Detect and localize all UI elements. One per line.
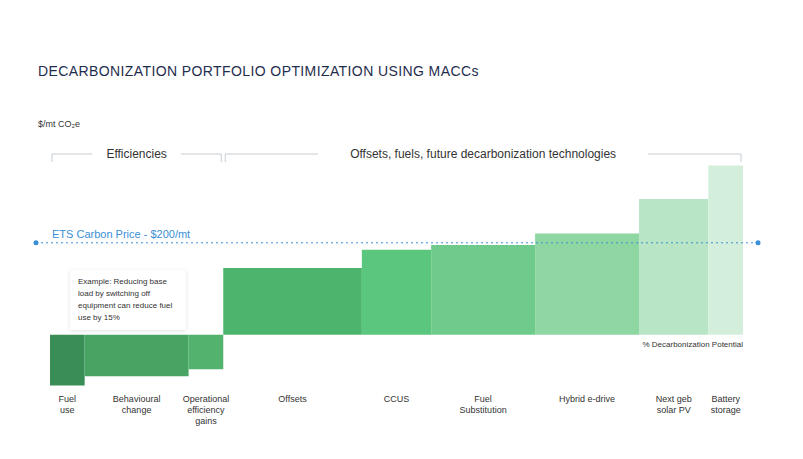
html-text:$/mt CO₂e: $/mt CO₂e	[38, 119, 80, 129]
svg-text:Offsets, fuels, future decarbo: Offsets, fuels, future decarbonization t…	[350, 147, 616, 161]
svg-text:% Decarbonization Potential: % Decarbonization Potential	[642, 340, 743, 349]
svg-text:Operationalefficiencygains: Operationalefficiencygains	[183, 394, 230, 426]
svg-text:FuelSubstitution: FuelSubstitution	[460, 394, 507, 415]
svg-text:CCUS: CCUS	[384, 394, 410, 404]
svg-text:Efficiencies: Efficiencies	[106, 147, 166, 161]
svg-text:ETS Carbon Price - $200/mt: ETS Carbon Price - $200/mt	[52, 228, 190, 240]
svg-text:Fueluse: Fueluse	[59, 394, 77, 415]
svg-text:Next gebsolar PV: Next gebsolar PV	[656, 394, 692, 415]
html-text:Example: Reducing base load by: Example: Reducing base load by switching…	[78, 277, 173, 322]
html-text:DECARBONIZATION PORTFOLIO OPTI: DECARBONIZATION PORTFOLIO OPTIMIZATION U…	[38, 63, 479, 79]
svg-text:Hybrid e-drive: Hybrid e-drive	[559, 394, 615, 404]
svg-text:Offsets: Offsets	[278, 394, 307, 404]
svg-text:Batterystorage: Batterystorage	[711, 394, 741, 415]
svg-text:Behaviouralchange: Behaviouralchange	[113, 394, 161, 415]
